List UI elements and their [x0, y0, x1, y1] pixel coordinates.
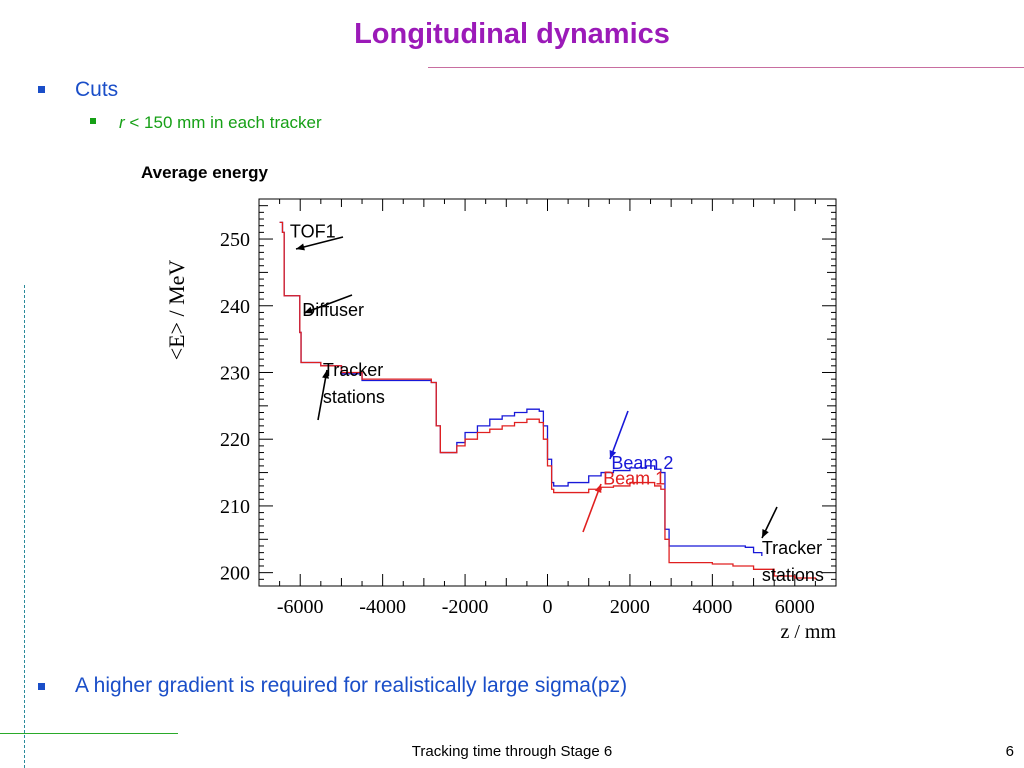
beam-2-arrow-head: [609, 450, 617, 459]
y-tick-label: 240: [220, 296, 250, 318]
x-tick-label: -6000: [277, 596, 324, 618]
x-tick-label: 6000: [775, 596, 815, 618]
chart-title: Average energy: [141, 163, 268, 182]
series-group: [279, 221, 817, 580]
axis-ticks: [258, 198, 837, 587]
series-beam-2-line: [279, 221, 763, 556]
annotation-arrows: [295, 236, 778, 539]
tracker-stations-right-label: Tracker stations: [762, 538, 824, 585]
beam-2-arrow: [609, 410, 629, 460]
y-tick-label: 220: [220, 429, 250, 451]
x-tick-label: 4000: [692, 596, 732, 618]
diffuser-arrow: [303, 294, 353, 314]
sub-bullet-radius-cut: r < 150 mm in each tracker: [119, 113, 322, 133]
title-rule: [428, 67, 1024, 68]
x-tick-label: 0: [543, 596, 553, 618]
sub-bullet-square-icon: [90, 118, 96, 124]
y-tick-labels: 200 210 220 230 240 250: [220, 229, 250, 585]
tracker-stations-right-arrow-head: [762, 529, 769, 538]
y-axis-label: <E> / MeV: [164, 260, 189, 361]
tracker-stations-left-label-line: Tracker: [323, 360, 383, 380]
tracker-stations-left-arrow-head: [322, 370, 329, 379]
slide-title: Longitudinal dynamics: [354, 18, 670, 50]
diffuser-label: Diffuser: [302, 300, 364, 320]
beam-1-arrow-head: [594, 484, 602, 493]
tracker-stations-right-label-line: Tracker: [762, 538, 822, 558]
tracker-stations-right-label-line: stations: [762, 565, 824, 585]
beam-1-arrow: [582, 483, 602, 533]
annotations: TOF1 Diffuser Tracker stations Beam 2 Tracker…: [290, 222, 824, 585]
x-tick-labels: -6000 -4000 -2000 0 2000 4000 6000: [277, 596, 815, 618]
footer-green-line: [0, 733, 178, 734]
series-beam-1-line: [279, 221, 817, 580]
y-tick-label: 210: [220, 496, 250, 518]
y-tick-label: 250: [220, 229, 250, 251]
tracker-stations-left-arrow: [317, 369, 328, 421]
tracker-stations-left-label-line: stations: [323, 387, 385, 407]
bullet-square-icon: [38, 683, 45, 690]
bullet-square-icon: [38, 86, 45, 93]
x-tick-label: -4000: [359, 596, 406, 618]
x-axis-label: z / mm: [780, 621, 836, 643]
beam-1-label: Beam 1: [603, 469, 665, 489]
tof1-label: TOF1: [290, 222, 336, 242]
page-number: 6: [1005, 743, 1014, 760]
y-tick-label: 200: [220, 563, 250, 585]
bullet-cuts: Cuts: [75, 78, 119, 101]
radius-cut-text: < 150 mm in each tracker: [124, 113, 322, 132]
tracker-stations-left-label: Tracker stations: [323, 360, 385, 407]
x-tick-label: -2000: [442, 596, 489, 618]
radius-variable: r: [119, 113, 125, 132]
beam-2-label: Beam 2: [611, 453, 673, 473]
x-tick-label: 2000: [610, 596, 650, 618]
tof1-arrow-head: [296, 243, 305, 251]
y-tick-label: 230: [220, 362, 250, 384]
left-dashed-line: [24, 285, 25, 768]
bullet-gradient: A higher gradient is required for realis…: [75, 674, 628, 697]
footer-text: Tracking time through Stage 6: [411, 743, 613, 760]
diffuser-arrow-head: [304, 306, 313, 314]
